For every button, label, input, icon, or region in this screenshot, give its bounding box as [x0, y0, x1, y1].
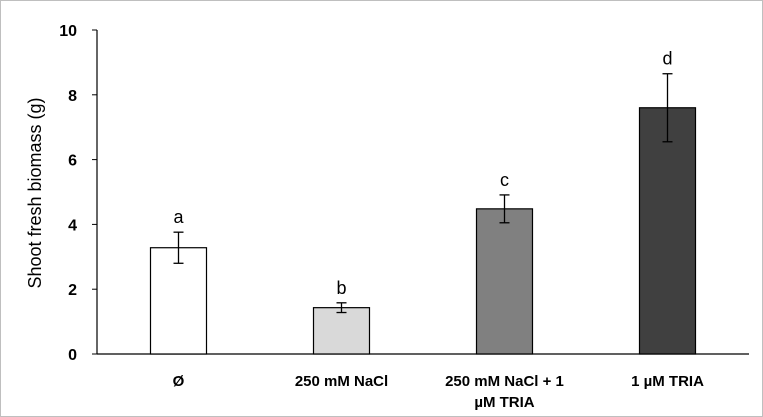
significance-label: a [173, 207, 184, 227]
error-bar [173, 231, 184, 264]
x-category-label: 250 mM NaCl [295, 373, 388, 390]
error-bar [499, 194, 510, 224]
bar [149, 247, 208, 355]
bar [638, 107, 697, 355]
x-category-label: 250 mM NaCl + 1 µM TRIA [445, 373, 564, 411]
error-bars [173, 73, 673, 314]
x-category-label: Ø [173, 373, 185, 390]
bar [475, 208, 534, 355]
error-bar [662, 73, 673, 143]
category-labels: Ø 250 mM NaCl 250 mM NaCl + 1 µM TRIA 1 µM T… [173, 373, 704, 411]
bar [312, 307, 371, 355]
y-tick-label: 10 [59, 23, 77, 40]
y-axis-title: Shoot fresh biomass (g) [25, 97, 45, 288]
y-axis-ticks: 0 2 4 6 8 10 [59, 23, 97, 364]
y-tick-label: 8 [68, 88, 77, 105]
bars [149, 107, 697, 355]
y-tick-label: 6 [68, 153, 77, 170]
significance-label: b [336, 278, 346, 298]
y-tick-label: 2 [68, 282, 77, 299]
significance-labels: a b c d [173, 49, 672, 298]
significance-label: c [500, 170, 509, 190]
significance-label: d [662, 49, 672, 69]
y-tick-label: 4 [68, 217, 77, 234]
y-tick-label: 0 [68, 347, 77, 364]
error-bar [336, 302, 347, 314]
x-category-label: 1 µM TRIA [631, 373, 704, 390]
